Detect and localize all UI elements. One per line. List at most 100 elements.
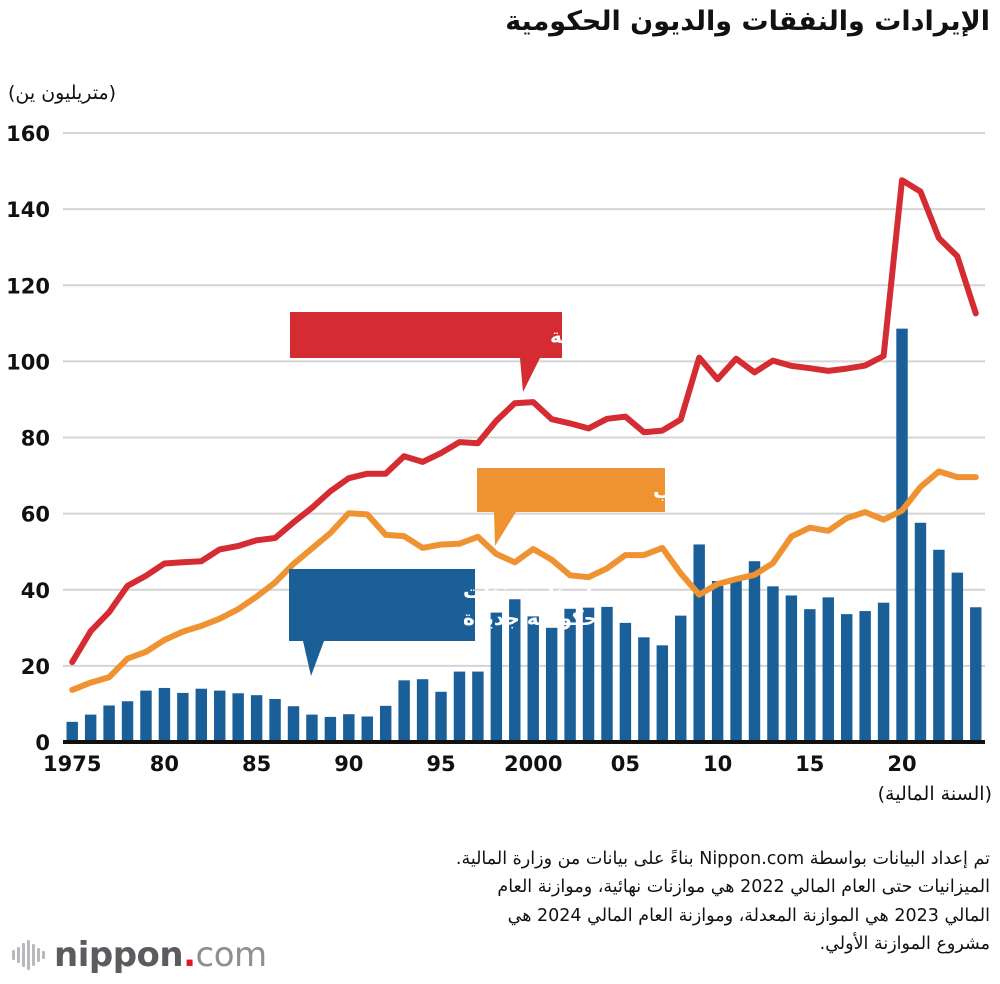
- bar: [361, 716, 373, 742]
- bar: [601, 606, 613, 742]
- callout-pointer: [520, 358, 540, 392]
- bar: [785, 595, 798, 742]
- callout-box: [477, 468, 665, 512]
- callout-tax: عائدات الضرائب: [477, 468, 809, 546]
- bar: [527, 616, 539, 742]
- bar: [619, 622, 632, 742]
- callout-pointer: [303, 641, 324, 676]
- bar: [287, 706, 300, 742]
- y-tick-label: 40: [21, 579, 50, 603]
- bar: [398, 680, 410, 742]
- bar: [250, 695, 263, 742]
- y-tick-label: 140: [6, 198, 50, 222]
- footnote-line-2: الميزانيات حتى العام المالي 2022 هي مواز…: [497, 877, 990, 898]
- y-tick-label: 120: [6, 274, 50, 298]
- y-tick-label: 60: [21, 503, 50, 527]
- bar: [730, 579, 742, 742]
- page-title: الإيرادات والنفقات والديون الحكومية: [505, 6, 990, 37]
- bar: [158, 687, 171, 742]
- bar: [232, 693, 244, 742]
- bar: [582, 607, 595, 742]
- y-tick-label: 0: [35, 731, 50, 755]
- bar: [121, 701, 134, 742]
- bar: [638, 637, 650, 742]
- x-tick-label: 20: [887, 752, 916, 776]
- bar: [140, 690, 152, 742]
- x-tick-label: 80: [150, 752, 179, 776]
- callout-label: نفقات الميزانية العامة: [550, 324, 769, 348]
- bar: [343, 714, 355, 742]
- footnote-line-4: مشروع الموازنة الأولي.: [819, 934, 990, 955]
- x-tick-label: 15: [795, 752, 824, 776]
- x-tick-label: 05: [611, 752, 640, 776]
- waveform-icon: [12, 940, 45, 970]
- bar: [269, 698, 281, 742]
- logo-dot: .: [183, 935, 196, 975]
- bar: [675, 615, 687, 742]
- y-axis-unit-label: (متريليون ين): [8, 82, 117, 104]
- bar: [472, 671, 484, 742]
- bar: [306, 714, 318, 742]
- y-tick-label: 20: [21, 655, 50, 679]
- bar: [951, 572, 964, 742]
- callout-label: عائدات الضرائب: [653, 479, 809, 503]
- bar: [914, 522, 927, 742]
- callout-bonds: إصدار سندات حكومية جديدة: [289, 569, 598, 676]
- bar: [693, 544, 705, 742]
- bar: [177, 692, 189, 742]
- bar: [416, 679, 429, 742]
- bar: [66, 721, 78, 742]
- y-tick-label: 80: [21, 427, 50, 451]
- bar: [656, 645, 669, 742]
- bar: [896, 328, 908, 742]
- line-series: [69, 468, 979, 693]
- footnote: تم إعداد البيانات بواسطة Nippon.com بناء…: [250, 845, 990, 958]
- x-tick-label: 10: [703, 752, 732, 776]
- bar: [822, 597, 834, 742]
- bar: [324, 716, 337, 742]
- bar: [435, 691, 447, 742]
- callout-box: [290, 312, 562, 358]
- bar: [453, 671, 466, 742]
- x-tick-label: 1975: [43, 752, 101, 776]
- bar: [840, 614, 853, 742]
- bar: [564, 608, 576, 742]
- callout-pointer: [494, 512, 516, 546]
- bar: [804, 609, 816, 742]
- chart-canvas: 0 20 40 60 80 100 120 140 160 1975 80 85 90 95 2000 05 1…: [6, 122, 985, 776]
- bar: [214, 690, 226, 742]
- line-series: [69, 177, 979, 666]
- x-tick-label: 85: [242, 752, 271, 776]
- logo-name: nippon: [54, 935, 184, 975]
- logo-suffix: com: [195, 935, 268, 975]
- callout-expenditure: نفقات الميزانية العامة: [290, 312, 769, 392]
- x-axis-caption: (السنة المالية): [877, 783, 992, 805]
- y-tick-label: 100: [6, 350, 50, 374]
- callout-label: إصدار سندات: [463, 579, 592, 603]
- bar: [509, 599, 521, 742]
- bar: [711, 580, 724, 742]
- x-tick-label: 95: [426, 752, 455, 776]
- callout-box: [289, 569, 475, 641]
- x-tick-label: 2000: [504, 752, 562, 776]
- bar: [379, 705, 392, 742]
- bar: [748, 561, 761, 742]
- bar: [933, 549, 945, 742]
- y-tick-label: 160: [6, 122, 50, 146]
- callout-label: حكومية جديدة: [463, 606, 598, 630]
- bar: [84, 714, 97, 742]
- bar: [103, 705, 115, 742]
- bar: [195, 688, 208, 742]
- bar: [970, 607, 982, 742]
- bar: [767, 586, 779, 742]
- bar: [859, 611, 871, 742]
- footnote-line-3: المالي 2023 هي الموازنة المعدلة، وموازنة…: [507, 905, 990, 926]
- x-tick-label: 90: [334, 752, 363, 776]
- footnote-line-1: تم إعداد البيانات بواسطة Nippon.com بناء…: [455, 849, 990, 869]
- bar: [490, 612, 503, 742]
- logo-wordmark: nippon.com: [54, 938, 267, 972]
- bar: [545, 627, 558, 742]
- bar: [877, 602, 890, 742]
- nippon-logo: nippon.com: [12, 938, 267, 972]
